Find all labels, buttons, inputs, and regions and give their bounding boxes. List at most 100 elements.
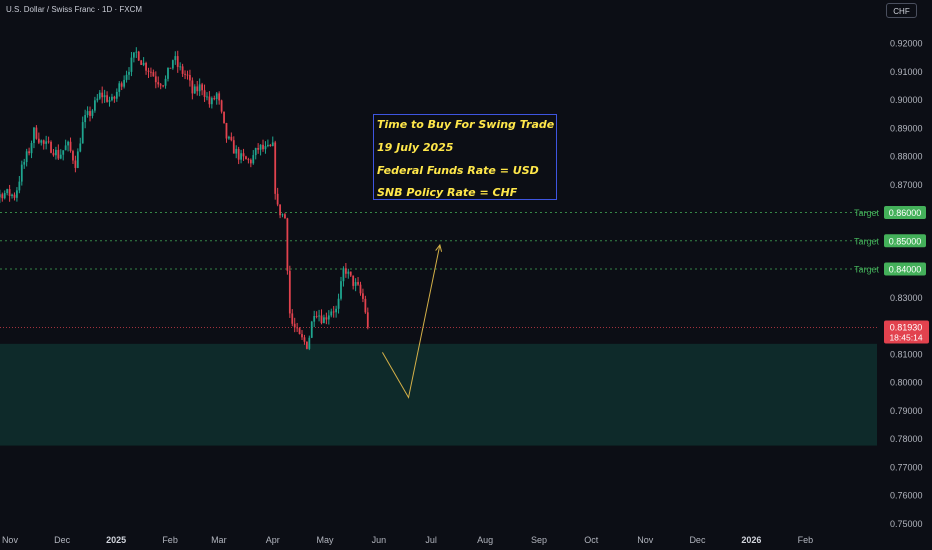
candle-body-133 <box>288 270 291 314</box>
candle-body-163 <box>362 293 364 299</box>
candle-130 <box>281 213 284 218</box>
candle-89 <box>181 63 184 77</box>
price-axis[interactable]: 0.92000 0.91000 0.90000 0.89000 0.88000 0.870… <box>890 39 923 529</box>
candle-40 <box>62 150 65 161</box>
candle-77 <box>152 69 155 77</box>
candle-88 <box>179 62 182 71</box>
candle-104 <box>218 91 221 105</box>
candle-27 <box>30 140 33 159</box>
candle-140 <box>305 341 308 350</box>
candle-47 <box>79 137 82 153</box>
candle-36 <box>52 148 55 157</box>
candle-body-87 <box>176 56 179 67</box>
candle-body-28 <box>33 127 35 144</box>
price-tick-0.83000: 0.83000 <box>890 293 923 303</box>
annotation-box[interactable]: Time to Buy For Swing Trade 19 July 2025… <box>373 114 557 200</box>
candle-24 <box>23 158 26 169</box>
time-axis[interactable]: Nov Dec 2025 Feb Mar Apr May Jun Jul Aug Sep Oct Nov… <box>2 535 813 545</box>
price-tick-0.76000: 0.76000 <box>890 491 923 501</box>
candle-body-106 <box>223 111 225 123</box>
candle-154 <box>340 276 342 301</box>
candle-body-31 <box>40 140 43 143</box>
candle-51 <box>89 106 91 122</box>
candle-56 <box>101 86 104 104</box>
candle-28 <box>33 126 35 149</box>
candle-body-72 <box>140 60 143 65</box>
candle-94 <box>193 84 196 94</box>
candle-148 <box>325 312 328 325</box>
candle-body-24 <box>23 162 26 165</box>
price-tick-0.80000: 0.80000 <box>890 378 923 388</box>
candle-90 <box>184 70 186 80</box>
candle-62 <box>115 88 118 102</box>
candle-25 <box>25 148 28 167</box>
candle-body-120 <box>257 148 260 150</box>
candle-115 <box>245 155 247 160</box>
candle-body-136 <box>296 327 299 329</box>
candle-body-50 <box>86 111 89 116</box>
candle-body-35 <box>50 141 52 153</box>
candle-114 <box>242 148 245 161</box>
candle-76 <box>150 67 152 77</box>
candle-79 <box>157 76 160 88</box>
candle-body-128 <box>276 193 279 205</box>
candle-body-144 <box>315 316 318 317</box>
candle-body-53 <box>93 100 96 111</box>
time-tick-dec-2024: Dec <box>54 535 71 545</box>
candle-127 <box>274 140 277 200</box>
candle-body-17 <box>6 189 9 194</box>
time-tick-jul-2025: Jul <box>425 535 437 545</box>
symbol-title: U.S. Dollar / Swiss Franc · 1D · FXCM <box>6 5 143 14</box>
candle-50 <box>86 106 89 118</box>
candle-body-57 <box>103 95 106 98</box>
candle-body-36 <box>52 152 55 156</box>
candle-body-16 <box>3 193 6 199</box>
projection-layer <box>381 243 443 399</box>
candle-body-74 <box>145 62 147 71</box>
candle-15 <box>1 192 4 202</box>
candle-150 <box>330 308 333 318</box>
candle-body-45 <box>74 160 77 168</box>
candle-body-41 <box>64 145 67 151</box>
candle-84 <box>169 67 172 69</box>
candle-63 <box>118 81 121 97</box>
candle-33 <box>45 135 48 150</box>
candle-14 <box>0 189 1 203</box>
candle-body-104 <box>218 93 221 101</box>
candle-97 <box>201 82 204 96</box>
candle-body-25 <box>25 151 28 163</box>
target-price-badge-1 <box>884 206 926 219</box>
time-tick-2025-2025: 2025 <box>106 535 126 545</box>
annotation-line-1: Time to Buy For Swing Trade <box>377 118 555 131</box>
candle-body-79 <box>157 82 160 85</box>
price-tick-0.78000: 0.78000 <box>890 434 923 444</box>
target-price-label-3: 0.84000 <box>889 265 922 275</box>
projection-path <box>381 244 441 399</box>
candle-26 <box>28 147 31 156</box>
candle-137 <box>298 327 301 335</box>
candle-142 <box>310 320 313 339</box>
currency-button[interactable]: CHF <box>886 3 917 18</box>
candle-body-112 <box>237 148 240 160</box>
candle-163 <box>362 288 364 303</box>
candle-38 <box>57 144 60 160</box>
candle-body-123 <box>264 146 267 150</box>
candle-body-99 <box>206 96 208 98</box>
candle-body-90 <box>184 73 186 75</box>
candle-body-137 <box>298 328 301 335</box>
candle-128 <box>276 187 279 207</box>
time-tick-mar-2025: Mar <box>211 535 227 545</box>
candle-body-49 <box>84 115 87 123</box>
candle-138 <box>301 330 303 340</box>
candle-146 <box>320 309 323 325</box>
candle-body-63 <box>118 83 121 92</box>
candle-body-101 <box>210 98 213 105</box>
candle-body-147 <box>323 317 325 324</box>
candle-body-52 <box>91 110 94 116</box>
candle-body-129 <box>279 204 281 216</box>
price-tick-0.88000: 0.88000 <box>890 152 923 162</box>
candle-139 <box>303 334 306 345</box>
candle-22 <box>18 175 21 194</box>
candle-body-125 <box>269 144 272 147</box>
